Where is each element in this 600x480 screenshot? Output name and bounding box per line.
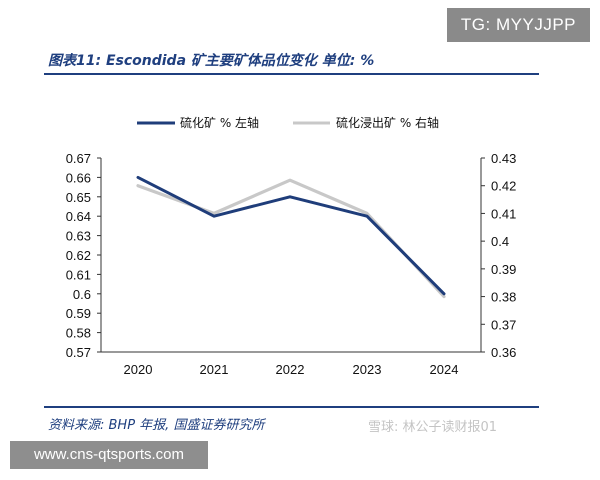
- url-badge: www.cns-qtsports.com: [10, 441, 208, 469]
- top-rule: [44, 73, 539, 75]
- left-tick-label: 0.6: [73, 287, 91, 302]
- series-line-sulfide: [136, 175, 446, 296]
- left-tick-label: 0.64: [66, 209, 91, 224]
- x-tick-label: 2024: [430, 362, 459, 377]
- right-tick-label: 0.39: [491, 262, 516, 277]
- x-tick-label: 2022: [276, 362, 305, 377]
- right-tick-label: 0.41: [491, 206, 516, 221]
- left-tick-label: 0.59: [66, 306, 91, 321]
- right-tick-label: 0.43: [491, 151, 516, 166]
- x-tick-label: 2020: [124, 362, 153, 377]
- left-tick-label: 0.67: [66, 151, 91, 166]
- x-tick-label: 2021: [200, 362, 229, 377]
- x-tick-label: 2023: [353, 362, 382, 377]
- left-tick-label: 0.65: [66, 190, 91, 205]
- right-tick-label: 0.37: [491, 317, 516, 332]
- legend-label-sulfide: 硫化矿 % 左轴: [180, 115, 259, 130]
- tg-badge: TG: MYYJJPP: [446, 8, 590, 42]
- left-tick-label: 0.63: [66, 229, 91, 244]
- left-tick-label: 0.66: [66, 170, 91, 185]
- left-tick-label: 0.58: [66, 326, 91, 341]
- right-tick-label: 0.38: [491, 290, 516, 305]
- source-note: 资料来源: BHP 年报, 国盛证券研究所: [48, 418, 265, 433]
- left-tick-label: 0.62: [66, 248, 91, 263]
- left-tick-label: 0.57: [66, 345, 91, 360]
- left-tick-label: 0.61: [66, 267, 91, 282]
- figure-title: 图表11: Escondida 矿主要矿体品位变化 单位: %: [48, 53, 375, 69]
- right-tick-label: 0.4: [491, 234, 509, 249]
- bottom-rule: [44, 406, 539, 408]
- right-tick-label: 0.36: [491, 345, 516, 360]
- legend-label-sulfide-leach: 硫化浸出矿 % 右轴: [336, 115, 439, 130]
- watermark-text: 雪球: 林公子读财报01: [368, 420, 498, 435]
- right-tick-label: 0.42: [491, 179, 516, 194]
